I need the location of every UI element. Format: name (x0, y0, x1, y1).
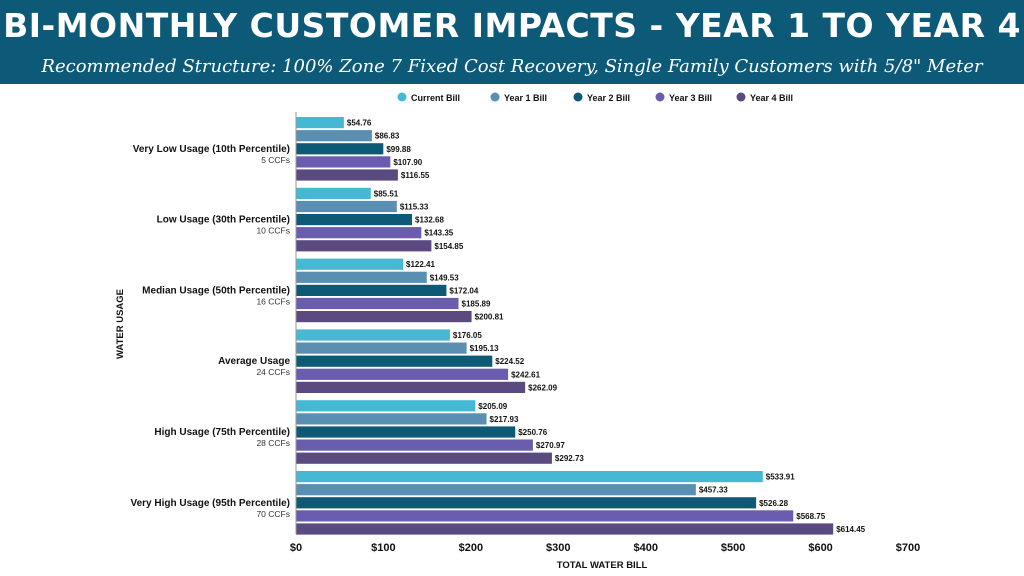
legend-label: Year 1 Bill (504, 93, 547, 103)
bar (296, 329, 450, 341)
x-tick-label: $500 (721, 542, 745, 554)
data-label: $176.05 (453, 331, 482, 340)
legend-label: Year 2 Bill (587, 93, 630, 103)
page-title: BI-MONTHLY CUSTOMER IMPACTS - YEAR 1 TO … (3, 6, 1021, 45)
bar (296, 311, 472, 323)
legend-marker (397, 92, 407, 102)
bar (296, 200, 397, 213)
x-tick-label: $700 (896, 542, 920, 554)
category-sublabel: 70 CCFs (256, 509, 290, 519)
x-tick-label: $600 (808, 542, 832, 554)
page-subtitle: Recommended Structure: 100% Zone 7 Fixed… (41, 56, 983, 77)
title-banner: BI-MONTHLY CUSTOMER IMPACTS - YEAR 1 TO … (0, 0, 1024, 84)
x-tick-label: $400 (633, 542, 657, 554)
data-label: $115.33 (400, 203, 429, 212)
bar (296, 381, 526, 393)
category-sublabel: 10 CCFs (256, 226, 290, 236)
category-sublabel: 5 CCFs (261, 155, 290, 165)
legend-label: Year 3 Bill (669, 93, 712, 103)
data-label: $185.89 (462, 300, 491, 309)
data-label: $85.51 (374, 189, 399, 198)
bar (296, 439, 533, 451)
data-label: $200.81 (475, 313, 504, 322)
x-tick-label: $200 (459, 542, 483, 554)
data-label: $143.35 (424, 229, 453, 238)
data-label: $86.83 (375, 132, 400, 141)
legend-label: Current Bill (411, 93, 460, 103)
x-tick-label: $300 (546, 542, 570, 554)
bar (296, 484, 696, 496)
category-label: Average Usage (218, 356, 290, 367)
category-label: Very High Usage (95th Percentile) (130, 498, 290, 509)
legend-label: Year 4 Bill (750, 93, 793, 103)
category-sublabel: 24 CCFs (256, 367, 290, 377)
bar (296, 342, 467, 354)
data-label: $195.13 (470, 344, 499, 353)
data-label: $568.75 (796, 512, 825, 521)
data-label: $533.91 (766, 473, 795, 482)
legend-marker (736, 92, 746, 102)
data-label: $149.53 (430, 273, 459, 282)
data-label: $172.04 (449, 286, 478, 295)
data-label: $99.88 (386, 145, 411, 154)
bar (296, 240, 432, 252)
data-label: $107.90 (393, 158, 422, 167)
bar (296, 187, 371, 199)
x-tick-label: $100 (371, 542, 395, 554)
bar (296, 297, 459, 310)
bar (296, 426, 516, 438)
category-label: Very Low Usage (10th Percentile) (133, 144, 290, 155)
bar (296, 497, 757, 509)
x-axis-title: TOTAL WATER BILL (557, 560, 648, 571)
data-label: $116.55 (401, 171, 430, 180)
bar (296, 214, 413, 226)
bar (296, 355, 493, 367)
y-axis-title: WATER USAGE (115, 289, 126, 359)
category-sublabel: 28 CCFs (256, 438, 290, 448)
data-label: $242.61 (511, 370, 540, 379)
bar (296, 510, 794, 522)
data-label: $217.93 (490, 415, 519, 424)
data-label: $250.76 (518, 428, 547, 437)
bar (296, 452, 552, 464)
bar (296, 143, 384, 155)
bar (296, 156, 391, 168)
bar-chart: Current Bill Year 1 Bill Year 2 Bill Year 3… (115, 92, 920, 571)
legend-marker (655, 92, 665, 102)
bar (296, 413, 487, 425)
data-label: $614.45 (836, 525, 865, 534)
bar (296, 169, 398, 181)
bar (296, 368, 509, 380)
bar (296, 271, 427, 283)
data-label: $292.73 (555, 454, 584, 463)
data-label: $205.09 (478, 402, 507, 411)
data-label: $224.52 (495, 357, 524, 366)
bar (296, 523, 834, 535)
bar (296, 258, 404, 270)
data-label: $154.85 (434, 242, 463, 251)
legend-marker (573, 92, 583, 102)
category-label: High Usage (75th Percentile) (154, 427, 290, 438)
data-label: $270.97 (536, 441, 565, 450)
category-label: Median Usage (50th Percentile) (142, 285, 290, 296)
bar (296, 400, 476, 412)
data-label: $132.68 (415, 216, 444, 225)
category-sublabel: 16 CCFs (256, 296, 290, 306)
category-label: Low Usage (30th Percentile) (157, 215, 290, 226)
x-tick-label: $0 (290, 542, 302, 554)
data-label: $526.28 (759, 499, 788, 508)
bar (296, 117, 344, 129)
bar (296, 130, 372, 142)
data-label: $262.09 (528, 383, 557, 392)
data-label: $122.41 (406, 260, 435, 269)
bar (296, 284, 447, 296)
data-label: $54.76 (347, 119, 372, 128)
bar (296, 471, 763, 483)
data-label: $457.33 (699, 486, 728, 495)
legend-marker (490, 92, 500, 102)
bar (296, 227, 422, 239)
